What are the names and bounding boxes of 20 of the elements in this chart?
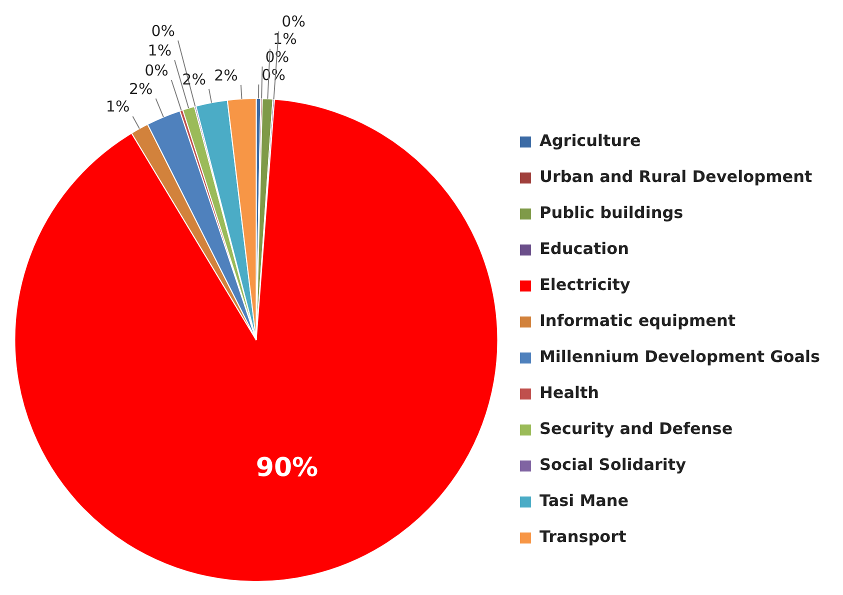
data-label: 90% <box>256 452 318 483</box>
legend-label: Transport <box>539 527 627 546</box>
legend-label: Education <box>539 239 630 258</box>
data-label: 1% <box>106 98 130 116</box>
legend-label: Tasi Mane <box>539 491 629 510</box>
legend-label: Security and Defense <box>539 419 733 438</box>
legend-label: Agriculture <box>539 131 641 150</box>
legend-label: Health <box>539 383 600 402</box>
data-label: 2% <box>128 80 153 98</box>
legend-label: Informatic equipment <box>539 311 736 330</box>
data-label: 0% <box>144 61 168 80</box>
legend-label: Millennium Development Goals <box>539 347 820 366</box>
legend-label: Social Solidarity <box>539 455 687 474</box>
legend-label: Electricity <box>539 275 631 294</box>
legend-label: Public buildings <box>539 203 684 222</box>
legend-label: Urban and Rural Development <box>539 167 812 186</box>
data-label: 2% <box>214 66 238 84</box>
data-label: 0% <box>151 22 176 40</box>
data-label: 1% <box>148 42 172 60</box>
data-label: 0% <box>282 12 306 31</box>
